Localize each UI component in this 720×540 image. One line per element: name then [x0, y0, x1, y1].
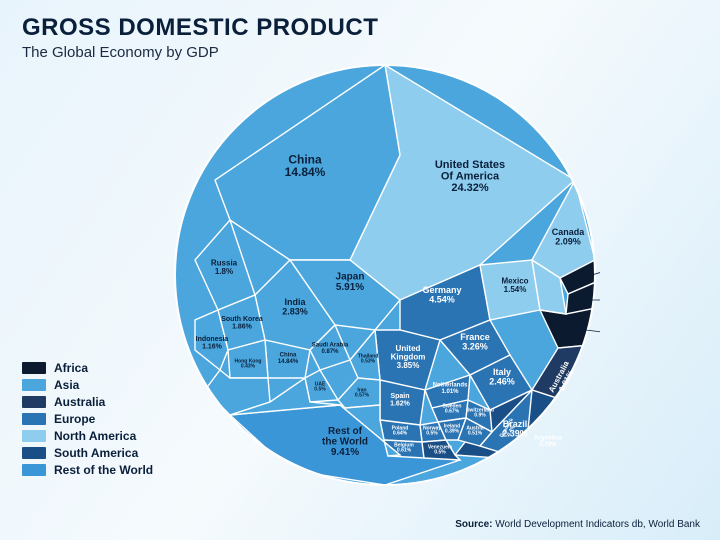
source-value: World Development Indicators db, World B…	[495, 519, 700, 530]
legend-label: Africa	[54, 361, 88, 375]
legend-item: South America	[22, 446, 153, 460]
title-block: GROSS DOMESTIC PRODUCT The Global Econom…	[22, 14, 378, 61]
legend: Africa Asia Australia Europe North America So…	[22, 361, 153, 480]
legend-item: Australia	[22, 395, 153, 409]
legend-swatch	[22, 379, 46, 391]
label-argentina: Argentina0.79%	[534, 436, 563, 448]
legend-label: North America	[54, 429, 136, 443]
legend-swatch	[22, 362, 46, 374]
legend-label: Europe	[54, 412, 95, 426]
legend-label: Australia	[54, 395, 105, 409]
legend-item: Africa	[22, 361, 153, 375]
legend-swatch	[22, 413, 46, 425]
legend-swatch	[22, 464, 46, 476]
legend-item: Rest of the World	[22, 463, 153, 477]
page-title: GROSS DOMESTIC PRODUCT	[22, 14, 378, 42]
legend-item: Asia	[22, 378, 153, 392]
legend-swatch	[22, 447, 46, 459]
legend-item: Europe	[22, 412, 153, 426]
source-line: Source: World Development Indicators db,…	[455, 519, 700, 530]
legend-label: South America	[54, 446, 138, 460]
legend-label: Rest of the World	[54, 463, 153, 477]
page-subtitle: The Global Economy by GDP	[22, 44, 378, 61]
source-label: Source:	[455, 519, 492, 530]
legend-item: North America	[22, 429, 153, 443]
legend-label: Asia	[54, 378, 79, 392]
legend-swatch	[22, 430, 46, 442]
gdp-voronoi-chart: United StatesOf America24.32%China14.84%…	[170, 60, 600, 490]
cell-mexico	[480, 260, 540, 320]
legend-swatch	[22, 396, 46, 408]
